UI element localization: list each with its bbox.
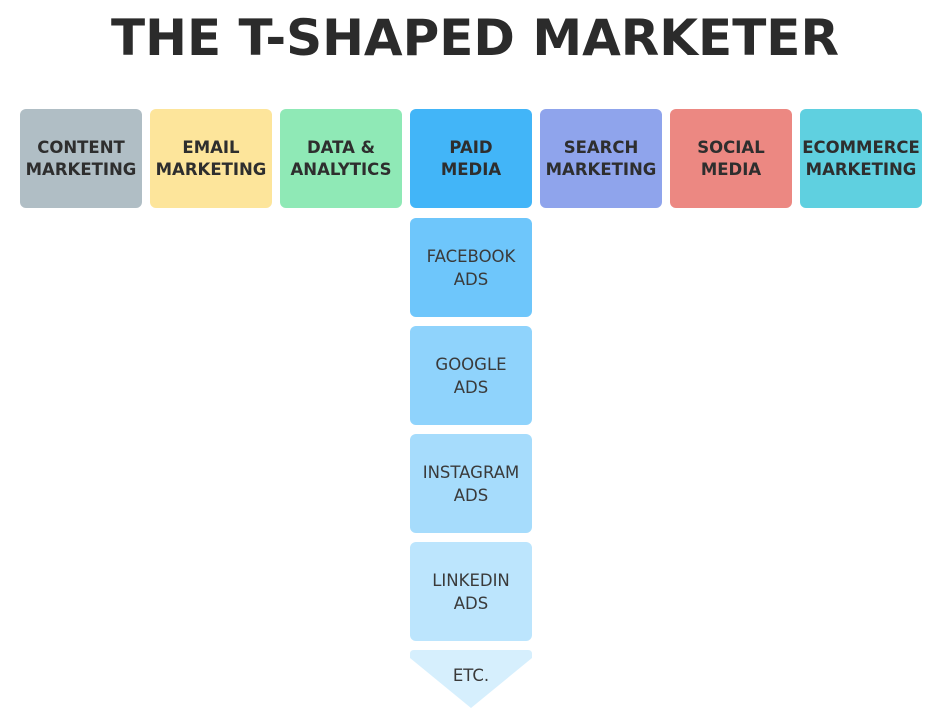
depth-facebook-ads: FACEBOOK ADS xyxy=(410,218,532,317)
depth-linkedin-ads: LINKEDIN ADS xyxy=(410,542,532,641)
category-ecommerce-marketing: ECOMMERCE MARKETING xyxy=(800,109,922,208)
depth-google-ads: GOOGLE ADS xyxy=(410,326,532,425)
category-paid-media: PAID MEDIA xyxy=(410,109,532,208)
category-social-media: SOCIAL MEDIA xyxy=(670,109,792,208)
category-data-analytics: DATA & ANALYTICS xyxy=(280,109,402,208)
more-arrow-path xyxy=(410,650,532,708)
page-title: THE T-SHAPED MARKETER xyxy=(111,9,839,67)
more-arrow-shape xyxy=(410,650,532,708)
category-content-marketing: CONTENT MARKETING xyxy=(20,109,142,208)
depth-etc: ETC. xyxy=(452,666,490,685)
category-email-marketing: EMAIL MARKETING xyxy=(150,109,272,208)
category-search-marketing: SEARCH MARKETING xyxy=(540,109,662,208)
depth-instagram-ads: INSTAGRAM ADS xyxy=(410,434,532,533)
